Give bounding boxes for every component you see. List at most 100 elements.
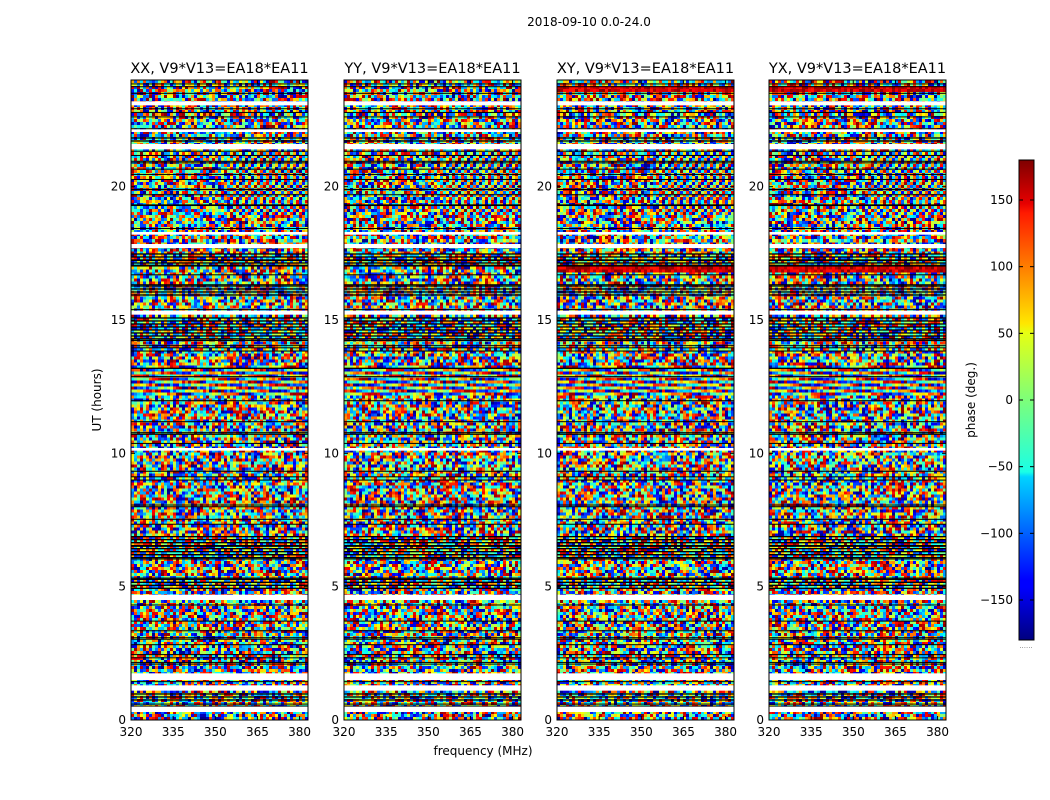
scan-separator (344, 274, 521, 276)
scan-separator (131, 227, 308, 229)
scan-separator (344, 128, 521, 130)
scan-separator (769, 581, 946, 583)
scan-separator (557, 160, 734, 162)
scan-separator (131, 654, 308, 656)
scan-separator (557, 400, 734, 402)
x-tick-label: 365 (672, 725, 695, 739)
dense-band-line (131, 536, 308, 538)
scan-separator (557, 154, 734, 156)
scan-separator (344, 168, 521, 170)
dense-band-line (131, 253, 308, 255)
y-tick-label: 10 (537, 446, 552, 460)
x-tick-label: 365 (246, 725, 269, 739)
scan-separator (769, 545, 946, 547)
dense-band-line (769, 536, 946, 538)
dense-band-line (557, 699, 734, 701)
scan-separator (769, 518, 946, 520)
scan-separator (344, 545, 521, 547)
scan-separator (344, 479, 521, 481)
flagged-band (769, 706, 946, 712)
y-tick-label: 15 (537, 313, 552, 327)
scan-separator (131, 442, 308, 444)
scan-separator (769, 476, 946, 478)
colorbar-tick-label: −150 (980, 593, 1013, 607)
scan-separator (344, 116, 521, 118)
scan-separator (769, 274, 946, 276)
dense-band-line (131, 548, 308, 550)
scan-separator (131, 340, 308, 342)
dense-band-line (769, 291, 946, 293)
x-tick-label: 350 (842, 725, 865, 739)
scan-separator (344, 476, 521, 478)
scan-separator (344, 86, 521, 88)
dense-band-line (344, 693, 521, 695)
scan-separator (557, 638, 734, 640)
dense-band-line (344, 699, 521, 701)
scan-separator (344, 227, 521, 229)
scan-separator (769, 173, 946, 175)
flagged-band (769, 448, 946, 451)
dense-band-line (769, 317, 946, 319)
dense-band-line (557, 557, 734, 559)
scan-separator (769, 604, 946, 606)
flagged-band (131, 244, 308, 248)
scan-separator (769, 204, 946, 206)
scan-separator (344, 542, 521, 544)
panel-title: XY, V9*V13=EA18*EA11 (557, 61, 734, 77)
dense-band-line (344, 323, 521, 325)
colorbar-tick-label: 50 (998, 326, 1013, 340)
flagged-band (557, 129, 734, 132)
panel-frame (130, 79, 309, 721)
x-tick-label: 380 (501, 725, 524, 739)
x-tick-label: 365 (884, 725, 907, 739)
dense-band-line (344, 137, 521, 139)
scan-separator (344, 620, 521, 622)
scan-separator (344, 345, 521, 347)
dense-band-line (344, 578, 521, 580)
figure-suptitle: 2018-09-10 0.0-24.0 (527, 15, 651, 29)
scan-separator (131, 204, 308, 206)
dense-band-line (344, 294, 521, 296)
scan-separator (557, 309, 734, 311)
scan-separator (557, 442, 734, 444)
flagged-band (557, 685, 734, 691)
dense-band-line (131, 285, 308, 287)
scan-separator (557, 260, 734, 262)
scan-separator (131, 116, 308, 118)
dense-band-line (344, 696, 521, 698)
dense-band-line (769, 285, 946, 287)
scan-separator (769, 86, 946, 88)
scan-separator (557, 581, 734, 583)
scan-separator (557, 150, 734, 152)
scan-separator (769, 150, 946, 152)
scan-separator (557, 204, 734, 206)
scan-separator (344, 92, 521, 94)
dense-band-line (131, 326, 308, 328)
dense-band-line (769, 326, 946, 328)
scan-separator (769, 347, 946, 349)
scan-separator (344, 350, 521, 352)
dense-band-line (769, 693, 946, 695)
panel-frame (768, 79, 947, 721)
dense-band-line (131, 693, 308, 695)
scan-separator (131, 620, 308, 622)
scan-separator (557, 644, 734, 646)
dense-band-line (557, 294, 734, 296)
scan-separator (344, 470, 521, 472)
scan-separator (131, 661, 308, 663)
dense-band-line (131, 323, 308, 325)
flagged-band (131, 129, 308, 132)
scan-separator (131, 479, 308, 481)
dense-band-line (344, 256, 521, 258)
scan-separator (131, 92, 308, 94)
scan-separator (131, 421, 308, 423)
scan-separator (131, 433, 308, 435)
scan-separator (131, 128, 308, 130)
panel-title: XX, V9*V13=EA18*EA11 (130, 61, 308, 77)
scan-separator (344, 338, 521, 340)
flagged-band (769, 144, 946, 150)
flagged-band (557, 232, 734, 235)
dense-band-line (557, 332, 734, 334)
scan-separator (131, 644, 308, 646)
scan-separator (344, 150, 521, 152)
